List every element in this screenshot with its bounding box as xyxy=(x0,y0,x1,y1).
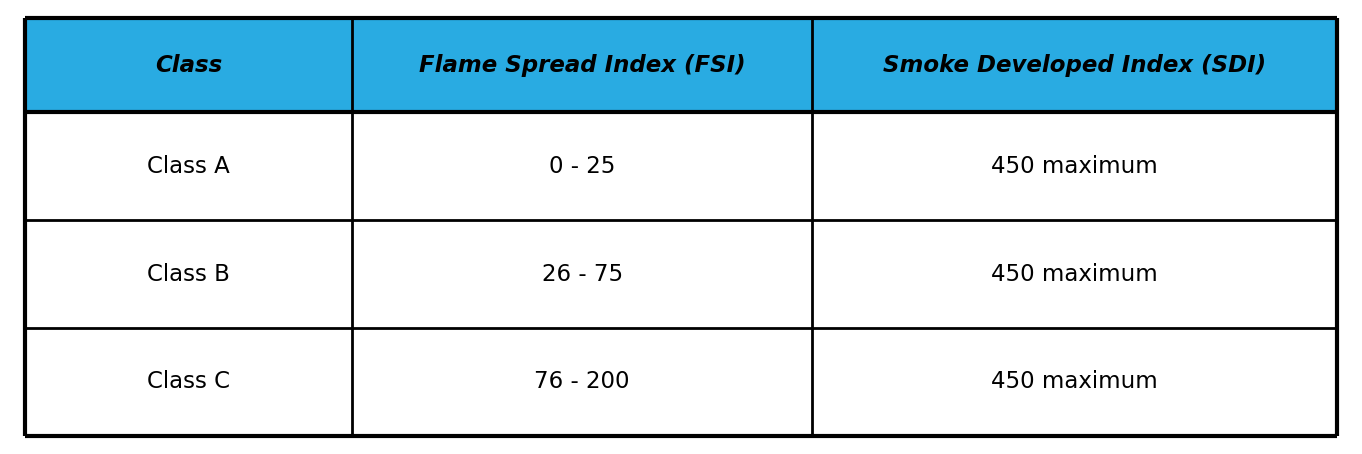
Text: 26 - 75: 26 - 75 xyxy=(542,262,622,286)
Bar xyxy=(25,220,353,328)
Text: Class A: Class A xyxy=(147,155,230,178)
Text: Class C: Class C xyxy=(147,370,230,394)
Text: 450 maximum: 450 maximum xyxy=(992,262,1158,286)
Text: 450 maximum: 450 maximum xyxy=(992,155,1158,178)
Bar xyxy=(812,112,1337,220)
Text: Class B: Class B xyxy=(147,262,230,286)
Text: 450 maximum: 450 maximum xyxy=(992,370,1158,394)
Text: Smoke Developed Index (SDI): Smoke Developed Index (SDI) xyxy=(883,54,1267,77)
Bar xyxy=(25,328,353,436)
Bar xyxy=(25,112,353,220)
Bar xyxy=(812,328,1337,436)
Text: 0 - 25: 0 - 25 xyxy=(549,155,616,178)
Text: Class: Class xyxy=(155,54,222,77)
Bar xyxy=(25,18,353,112)
Text: 76 - 200: 76 - 200 xyxy=(534,370,629,394)
Bar xyxy=(353,328,812,436)
Bar xyxy=(353,18,812,112)
Bar xyxy=(812,220,1337,328)
Bar xyxy=(353,112,812,220)
Bar xyxy=(812,18,1337,112)
Text: Flame Spread Index (FSI): Flame Spread Index (FSI) xyxy=(418,54,745,77)
Bar xyxy=(353,220,812,328)
